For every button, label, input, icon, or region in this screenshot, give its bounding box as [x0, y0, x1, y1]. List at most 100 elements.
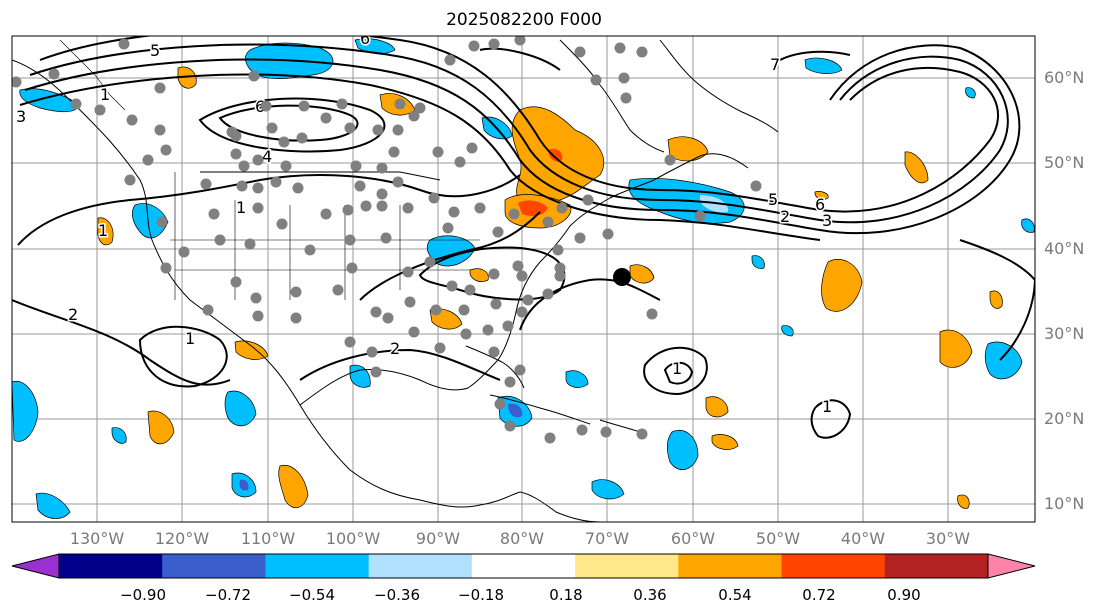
observation-dot — [70, 98, 82, 110]
observation-dot — [404, 296, 416, 308]
contour-label: 1 — [185, 329, 195, 348]
observation-dot — [414, 102, 426, 114]
shade-blue — [965, 87, 976, 99]
observation-dot — [448, 206, 460, 218]
observation-dot — [304, 244, 316, 256]
colorbar-segment — [265, 554, 370, 578]
observation-dots — [12, 36, 762, 444]
shade-blue — [1021, 218, 1035, 233]
colorbar-tick: −0.72 — [205, 586, 251, 604]
observation-dot — [236, 180, 248, 192]
observation-dot — [336, 98, 348, 110]
shade-orange — [821, 259, 863, 312]
lon-label: 40°W — [840, 529, 886, 548]
lat-label: 30°N — [1044, 324, 1085, 343]
observation-dot — [202, 304, 214, 316]
contour-label: 6 — [360, 29, 370, 48]
observation-dot — [344, 234, 356, 246]
observation-dot — [488, 38, 500, 50]
observation-dot — [292, 182, 304, 194]
observation-dot — [444, 54, 456, 66]
observation-dot — [208, 208, 220, 220]
observation-dot — [576, 424, 588, 436]
shade-blue — [508, 403, 523, 418]
contour-label: 6 — [815, 195, 825, 214]
colorbar-tick: 0.54 — [718, 586, 752, 604]
observation-dot — [392, 124, 404, 136]
observation-dot — [298, 100, 310, 112]
observation-dot — [344, 122, 356, 134]
shade-blue — [131, 203, 169, 239]
observation-dot — [214, 234, 226, 246]
colorbar-extend-low — [11, 553, 60, 579]
observation-dot — [320, 112, 332, 124]
observation-dot — [646, 308, 658, 320]
observation-dot — [618, 72, 630, 84]
colorbar-segment — [678, 554, 783, 578]
shade-blue — [111, 427, 127, 444]
observation-dot — [344, 336, 356, 348]
lon-label: 60°W — [670, 529, 716, 548]
lon-label: 70°W — [584, 529, 630, 548]
lon-label: 90°W — [415, 529, 461, 548]
observation-dot — [488, 346, 500, 358]
observation-dot — [360, 200, 372, 212]
observation-dot — [118, 38, 130, 50]
contour-label: 4 — [262, 147, 272, 166]
plot-title: 2025082200 F000 — [446, 10, 602, 30]
observation-dot — [514, 36, 526, 46]
shade-red — [548, 148, 563, 162]
observation-dot — [380, 232, 392, 244]
lon-label: 120°W — [154, 529, 210, 548]
shade-blue — [781, 325, 794, 337]
observation-dot — [394, 98, 406, 110]
colorbar-extend-high — [987, 553, 1036, 579]
colorbar-segment — [781, 554, 886, 578]
shade-orange — [989, 290, 1003, 309]
colorbar-tick: 0.18 — [549, 586, 583, 604]
observation-dot — [200, 178, 212, 190]
observation-dot — [126, 114, 138, 126]
observation-dot — [154, 124, 166, 136]
colorbar-tick: −0.18 — [458, 586, 504, 604]
shade-blue — [35, 492, 71, 519]
shade-orange — [814, 191, 829, 200]
observation-dot — [154, 82, 166, 94]
observation-dot — [280, 160, 292, 172]
colorbar — [11, 553, 1036, 579]
shade-orange — [97, 217, 114, 246]
observation-dot — [482, 324, 494, 336]
observation-dot — [542, 288, 554, 300]
shade-blue — [19, 88, 81, 113]
observation-dot — [492, 226, 504, 238]
observation-dot — [512, 260, 524, 272]
observation-dot — [544, 432, 556, 444]
observation-dot — [382, 312, 394, 324]
observation-dot — [552, 244, 564, 256]
observation-dot — [320, 208, 332, 220]
observation-dot — [160, 144, 172, 156]
observation-dot — [250, 292, 262, 304]
observation-dot — [372, 124, 384, 136]
contour-label: 3 — [822, 211, 832, 230]
observation-dot — [392, 176, 404, 188]
observation-dot — [248, 70, 260, 82]
contour-label: 3 — [16, 107, 26, 126]
observation-dot — [590, 74, 602, 86]
observation-dot — [602, 228, 614, 240]
lon-label: 100°W — [325, 529, 381, 548]
lon-label: 30°W — [925, 529, 971, 548]
colorbar-segment — [162, 554, 266, 578]
observation-dot — [516, 306, 528, 318]
observation-dot — [556, 202, 568, 214]
contour-label: 2 — [780, 207, 790, 226]
observation-dot — [522, 294, 534, 306]
contour-label: 1 — [822, 397, 832, 416]
observation-dot — [504, 376, 516, 388]
colorbar-tick: −0.90 — [120, 586, 166, 604]
colorbar-tick: 0.72 — [802, 586, 836, 604]
shade-blue — [349, 364, 371, 388]
shade-orange — [234, 340, 269, 360]
lat-label: 10°N — [1044, 494, 1085, 513]
